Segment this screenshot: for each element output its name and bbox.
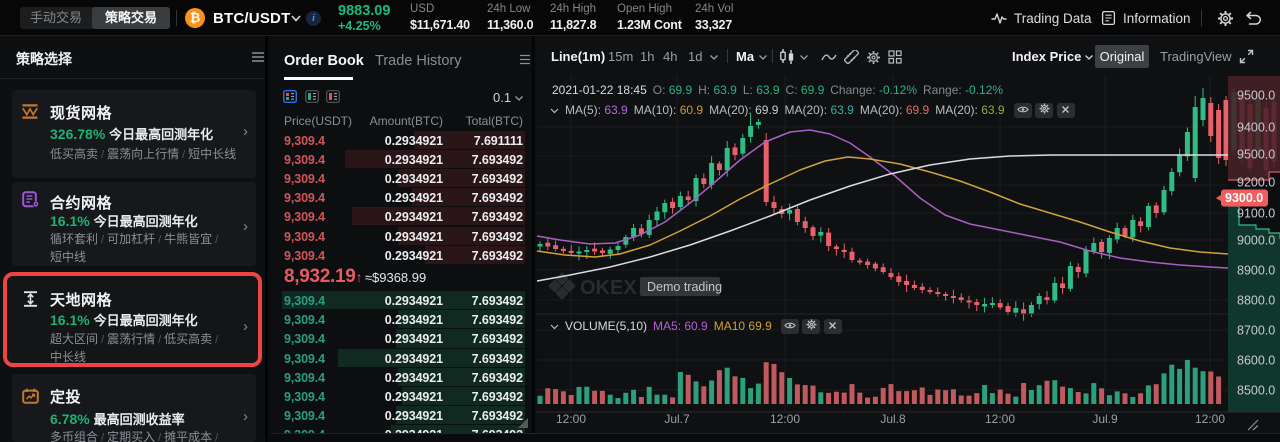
svg-text:12:00: 12:00 xyxy=(1195,412,1225,426)
svg-text:Demo trading: Demo trading xyxy=(647,280,722,294)
svg-text:Jul.9: Jul.9 xyxy=(1092,412,1118,426)
svg-text:8800.0: 8800.0 xyxy=(1237,294,1275,308)
svg-text:Jul.8: Jul.8 xyxy=(880,412,906,426)
svg-text:9400.0: 9400.0 xyxy=(1237,121,1275,135)
svg-text:9300.0: 9300.0 xyxy=(1225,191,1263,205)
svg-text:OKEX: OKEX xyxy=(580,277,637,299)
svg-text:8500.0: 8500.0 xyxy=(1237,384,1275,398)
svg-text:12:00: 12:00 xyxy=(770,412,800,426)
svg-text:9500.0: 9500.0 xyxy=(1237,89,1275,103)
svg-text:8700.0: 8700.0 xyxy=(1237,324,1275,338)
svg-text:9200.0: 9200.0 xyxy=(1237,176,1275,190)
svg-text:12:00: 12:00 xyxy=(985,412,1015,426)
svg-text:8900.0: 8900.0 xyxy=(1237,264,1275,278)
svg-text:8600.0: 8600.0 xyxy=(1237,354,1275,368)
svg-text:12:00: 12:00 xyxy=(556,412,586,426)
svg-text:9500.0: 9500.0 xyxy=(1237,148,1275,162)
svg-text:Jul.7: Jul.7 xyxy=(664,412,690,426)
svg-text:9000.0: 9000.0 xyxy=(1237,234,1275,248)
svg-text:9100.0: 9100.0 xyxy=(1237,207,1275,221)
